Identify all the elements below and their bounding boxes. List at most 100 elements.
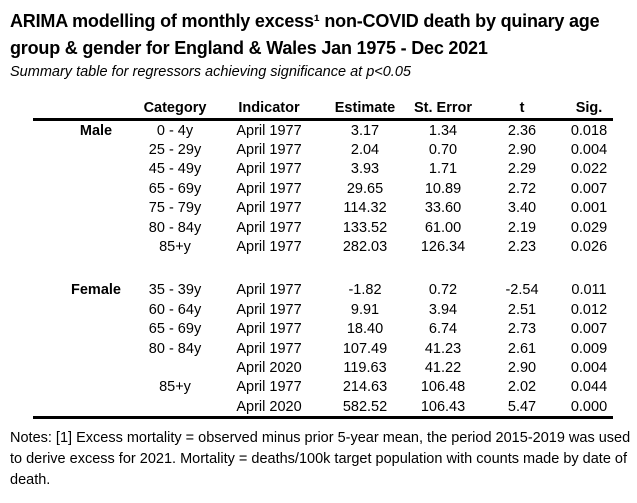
estimate-cell: 282.03 <box>342 239 388 256</box>
estimate-cell: -1.82 <box>348 282 382 299</box>
notes-line-2: to derive excess for 2021. Mortality = d… <box>10 451 628 468</box>
table-row: 80 - 84y April 1977 107.49 41.23 2.61 0.009 <box>33 339 613 358</box>
estimate-cell: 3.17 <box>350 122 380 139</box>
sig-cell: 0.004 <box>570 359 608 376</box>
sig-cell: 0.007 <box>570 180 608 197</box>
sig-cell: 0.000 <box>570 398 608 415</box>
category-cell: 85+y <box>159 239 191 256</box>
estimate-cell: 133.52 <box>342 219 388 236</box>
indicator-cell: April 1977 <box>236 282 302 299</box>
col-header-st-error: St. Error <box>407 97 479 121</box>
indicator-cell: April 1977 <box>236 142 302 159</box>
gender-cell <box>33 140 135 159</box>
estimate-cell: 18.40 <box>346 321 384 338</box>
t-cell: 2.61 <box>507 340 537 357</box>
estimate-cell: 3.93 <box>350 161 380 178</box>
col-header-sig: Sig. <box>565 97 613 121</box>
table-row: 25 - 29y April 1977 2.04 0.70 2.90 0.004 <box>33 140 613 159</box>
category-cell: 80 - 84y <box>148 219 202 236</box>
category-cell: 75 - 79y <box>148 200 202 217</box>
table-subtitle: Summary table for regressors achieving s… <box>10 64 411 80</box>
table-row: Male 0 - 4y April 1977 3.17 1.34 2.36 0.018 <box>33 120 613 141</box>
gender-cell <box>33 300 135 319</box>
category-cell: 25 - 29y <box>148 142 202 159</box>
notes-line-3: death. <box>10 472 51 489</box>
header-row: Category Indicator Estimate St. Error t … <box>33 97 613 121</box>
title-line-1: ARIMA modelling of monthly excess¹ non-C… <box>10 11 600 31</box>
indicator-cell: April 1977 <box>236 219 302 236</box>
st-error-cell: 1.34 <box>428 122 458 139</box>
category-cell <box>135 397 215 418</box>
sig-cell: 0.029 <box>570 219 608 236</box>
estimate-cell: 29.65 <box>346 180 384 197</box>
gender-cell <box>33 358 135 377</box>
t-cell: 2.51 <box>507 301 537 318</box>
t-cell: 2.02 <box>507 379 537 396</box>
col-header-indicator: Indicator <box>215 97 323 121</box>
gender-cell <box>33 378 135 397</box>
table-title: ARIMA modelling of monthly excess¹ non-C… <box>10 8 627 62</box>
table-row: April 2020 582.52 106.43 5.47 0.000 <box>33 397 613 418</box>
spacer-cell <box>33 257 613 281</box>
gender-cell <box>33 237 135 256</box>
table-row: 75 - 79y April 1977 114.32 33.60 3.40 0.001 <box>33 199 613 218</box>
sig-cell: 0.001 <box>570 200 608 217</box>
sig-cell: 0.022 <box>570 161 608 178</box>
indicator-cell: April 1977 <box>236 161 302 178</box>
table-row: 85+y April 1977 282.03 126.34 2.23 0.026 <box>33 237 613 256</box>
col-header-gender <box>33 97 135 121</box>
st-error-cell: 41.23 <box>424 340 462 357</box>
st-error-cell: 10.89 <box>424 180 462 197</box>
estimate-cell: 9.91 <box>350 301 380 318</box>
t-cell: 2.36 <box>507 122 537 139</box>
indicator-cell: April 1977 <box>236 321 302 338</box>
st-error-cell: 106.43 <box>420 398 466 415</box>
gender-cell: Male <box>79 122 113 139</box>
col-header-estimate: Estimate <box>323 97 407 121</box>
sig-cell: 0.011 <box>571 282 607 299</box>
t-cell: 2.72 <box>507 180 537 197</box>
st-error-cell: 106.48 <box>420 379 466 396</box>
table-row: 65 - 69y April 1977 18.40 6.74 2.73 0.007 <box>33 320 613 339</box>
indicator-cell: April 1977 <box>236 239 302 256</box>
gender-cell <box>33 320 135 339</box>
t-cell: 2.90 <box>507 142 537 159</box>
t-cell: 2.90 <box>507 359 537 376</box>
st-error-cell: 3.94 <box>428 301 458 318</box>
indicator-cell: April 1977 <box>236 180 302 197</box>
gender-cell: Female <box>71 282 121 299</box>
sig-cell: 0.009 <box>570 340 608 357</box>
indicator-cell: April 1977 <box>236 301 302 318</box>
st-error-cell: 41.22 <box>424 359 462 376</box>
estimate-cell: 2.04 <box>350 142 380 159</box>
table-row: 45 - 49y April 1977 3.93 1.71 2.29 0.022 <box>33 160 613 179</box>
table-row: 65 - 69y April 1977 29.65 10.89 2.72 0.007 <box>33 179 613 198</box>
sig-cell: 0.012 <box>570 301 608 318</box>
indicator-cell: April 1977 <box>236 122 302 139</box>
indicator-cell: April 1977 <box>236 379 302 396</box>
col-header-category: Category <box>135 97 215 121</box>
estimate-cell: 107.49 <box>342 340 388 357</box>
category-cell: 35 - 39y <box>148 282 202 299</box>
arima-results-table: Category Indicator Estimate St. Error t … <box>33 97 613 420</box>
table-row: Female 35 - 39y April 1977 -1.82 0.72 -2.54 0.… <box>33 281 613 300</box>
gender-cell <box>33 397 135 418</box>
col-header-t: t <box>479 97 565 121</box>
gender-cell <box>33 160 135 179</box>
estimate-cell: 119.63 <box>343 359 387 376</box>
sig-cell: 0.044 <box>570 379 608 396</box>
category-cell: 65 - 69y <box>148 321 202 338</box>
st-error-cell: 0.70 <box>428 142 458 159</box>
t-cell: -2.54 <box>505 282 539 299</box>
title-line-2: group & gender for England & Wales Jan 1… <box>10 38 488 58</box>
st-error-cell: 61.00 <box>424 219 462 236</box>
estimate-cell: 114.32 <box>343 200 387 217</box>
sig-cell: 0.026 <box>570 239 608 256</box>
table-notes: Notes: [1] Excess mortality = observed m… <box>10 428 630 491</box>
table-row: 80 - 84y April 1977 133.52 61.00 2.19 0.029 <box>33 218 613 237</box>
indicator-cell: April 2020 <box>236 359 302 376</box>
indicator-cell: April 1977 <box>236 200 302 217</box>
gender-cell <box>33 179 135 198</box>
st-error-cell: 33.60 <box>424 200 462 217</box>
